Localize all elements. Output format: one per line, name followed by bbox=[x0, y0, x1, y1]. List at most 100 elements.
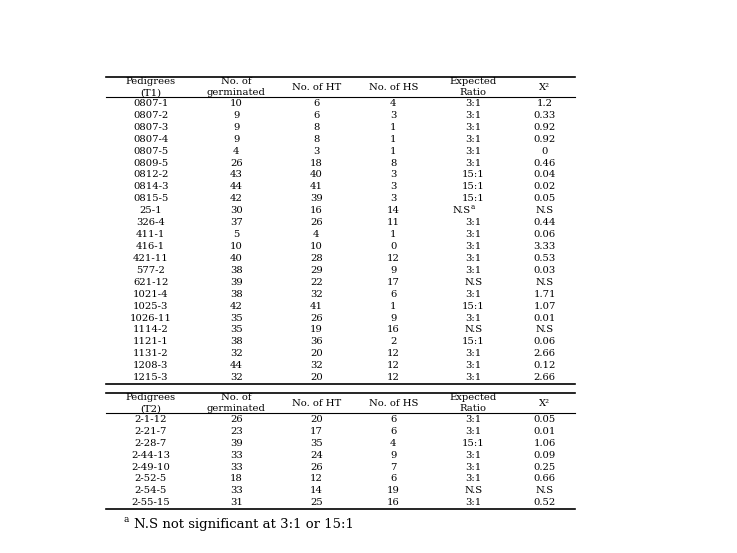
Text: Pedigrees
(T2): Pedigrees (T2) bbox=[125, 393, 175, 413]
Text: 17: 17 bbox=[387, 278, 400, 287]
Text: 30: 30 bbox=[230, 206, 242, 215]
Text: 12: 12 bbox=[310, 474, 323, 483]
Text: N.S: N.S bbox=[464, 325, 483, 335]
Text: 421-11: 421-11 bbox=[133, 254, 169, 263]
Text: 19: 19 bbox=[387, 487, 400, 495]
Text: 0.05: 0.05 bbox=[534, 415, 556, 424]
Text: 18: 18 bbox=[310, 159, 323, 168]
Text: 16: 16 bbox=[387, 498, 399, 507]
Text: 2.66: 2.66 bbox=[534, 373, 556, 382]
Text: 0.06: 0.06 bbox=[534, 337, 556, 346]
Text: 411-1: 411-1 bbox=[136, 230, 165, 239]
Text: 35: 35 bbox=[230, 325, 242, 335]
Text: 26: 26 bbox=[310, 218, 323, 227]
Text: 2-55-15: 2-55-15 bbox=[131, 498, 170, 507]
Text: 1: 1 bbox=[390, 301, 397, 311]
Text: 2-52-5: 2-52-5 bbox=[135, 474, 167, 483]
Text: 38: 38 bbox=[230, 290, 242, 299]
Text: N.S: N.S bbox=[464, 278, 483, 287]
Text: 6: 6 bbox=[391, 427, 397, 436]
Text: 17: 17 bbox=[310, 427, 323, 436]
Text: 33: 33 bbox=[230, 451, 242, 460]
Text: 1021-4: 1021-4 bbox=[133, 290, 169, 299]
Text: 9: 9 bbox=[390, 314, 397, 322]
Text: 11: 11 bbox=[387, 218, 400, 227]
Text: 10: 10 bbox=[310, 242, 323, 251]
Text: 0: 0 bbox=[390, 242, 397, 251]
Text: 12: 12 bbox=[387, 373, 400, 382]
Text: 8: 8 bbox=[390, 159, 397, 168]
Text: 0.12: 0.12 bbox=[534, 361, 556, 370]
Text: 15:1: 15:1 bbox=[462, 194, 485, 204]
Text: 9: 9 bbox=[390, 266, 397, 275]
Text: 35: 35 bbox=[230, 314, 242, 322]
Text: 1025-3: 1025-3 bbox=[133, 301, 168, 311]
Text: 41: 41 bbox=[310, 182, 323, 191]
Text: 0812-2: 0812-2 bbox=[133, 170, 168, 179]
Text: 33: 33 bbox=[230, 462, 242, 472]
Text: 15:1: 15:1 bbox=[462, 170, 485, 179]
Text: 1: 1 bbox=[390, 230, 397, 239]
Text: 44: 44 bbox=[230, 361, 243, 370]
Text: N.S not significant at 3:1 or 15:1: N.S not significant at 3:1 or 15:1 bbox=[134, 519, 354, 531]
Text: 2: 2 bbox=[390, 337, 397, 346]
Text: 1026-11: 1026-11 bbox=[130, 314, 172, 322]
Text: 1215-3: 1215-3 bbox=[133, 373, 169, 382]
Text: a: a bbox=[124, 515, 129, 524]
Text: 0814-3: 0814-3 bbox=[133, 182, 169, 191]
Text: Expected
Ratio: Expected Ratio bbox=[450, 77, 497, 97]
Text: 1: 1 bbox=[390, 135, 397, 144]
Text: 32: 32 bbox=[310, 290, 323, 299]
Text: 36: 36 bbox=[310, 337, 323, 346]
Text: 0807-4: 0807-4 bbox=[133, 135, 168, 144]
Text: 40: 40 bbox=[230, 254, 242, 263]
Text: 0.46: 0.46 bbox=[534, 159, 556, 168]
Text: 0.92: 0.92 bbox=[534, 123, 556, 132]
Text: 31: 31 bbox=[230, 498, 242, 507]
Text: 0.53: 0.53 bbox=[534, 254, 556, 263]
Text: 44: 44 bbox=[230, 182, 243, 191]
Text: 0.01: 0.01 bbox=[534, 427, 556, 436]
Text: N.S: N.S bbox=[453, 206, 470, 215]
Text: N.S: N.S bbox=[464, 487, 483, 495]
Text: 0809-5: 0809-5 bbox=[133, 159, 168, 168]
Text: 3:1: 3:1 bbox=[465, 290, 481, 299]
Text: 2-1-12: 2-1-12 bbox=[134, 415, 167, 424]
Text: 28: 28 bbox=[310, 254, 323, 263]
Text: 37: 37 bbox=[230, 218, 242, 227]
Text: 1: 1 bbox=[390, 147, 397, 155]
Text: 0815-5: 0815-5 bbox=[133, 194, 168, 204]
Text: 2-49-10: 2-49-10 bbox=[131, 462, 170, 472]
Text: 18: 18 bbox=[230, 474, 242, 483]
Text: 14: 14 bbox=[387, 206, 400, 215]
Text: 0.02: 0.02 bbox=[534, 182, 556, 191]
Text: No. of HS: No. of HS bbox=[368, 83, 418, 92]
Text: 3:1: 3:1 bbox=[465, 349, 481, 358]
Text: N.S: N.S bbox=[536, 325, 553, 335]
Text: 32: 32 bbox=[230, 349, 242, 358]
Text: 23: 23 bbox=[230, 427, 242, 436]
Text: Pedigrees
(T1): Pedigrees (T1) bbox=[125, 77, 175, 97]
Text: 15:1: 15:1 bbox=[462, 337, 485, 346]
Text: 29: 29 bbox=[310, 266, 323, 275]
Text: 32: 32 bbox=[230, 373, 242, 382]
Text: 3:1: 3:1 bbox=[465, 373, 481, 382]
Text: 3:1: 3:1 bbox=[465, 498, 481, 507]
Text: 0.52: 0.52 bbox=[534, 498, 556, 507]
Text: 39: 39 bbox=[230, 278, 242, 287]
Text: 3: 3 bbox=[390, 194, 397, 204]
Text: 1: 1 bbox=[390, 123, 397, 132]
Text: 43: 43 bbox=[230, 170, 242, 179]
Text: 6: 6 bbox=[391, 415, 397, 424]
Text: 0.25: 0.25 bbox=[534, 462, 556, 472]
Text: 3:1: 3:1 bbox=[465, 254, 481, 263]
Text: 42: 42 bbox=[230, 194, 242, 204]
Text: 5: 5 bbox=[233, 230, 240, 239]
Text: 3:1: 3:1 bbox=[465, 99, 481, 108]
Text: 9: 9 bbox=[233, 111, 240, 120]
Text: 621-12: 621-12 bbox=[133, 278, 168, 287]
Text: 3:1: 3:1 bbox=[465, 230, 481, 239]
Text: N.S: N.S bbox=[536, 278, 553, 287]
Text: 15:1: 15:1 bbox=[462, 439, 485, 448]
Text: 0.33: 0.33 bbox=[534, 111, 556, 120]
